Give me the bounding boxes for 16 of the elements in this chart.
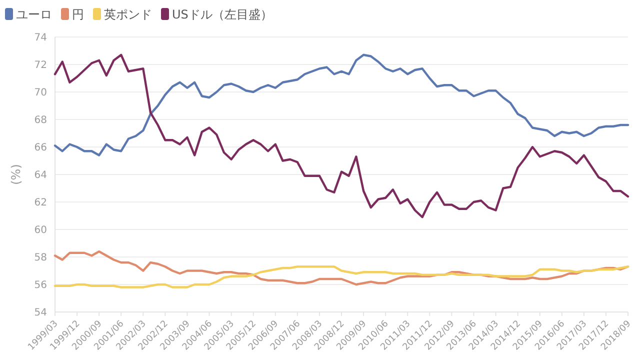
- legend-label: 英ポンド: [104, 8, 152, 22]
- y-tick-label: 70: [34, 88, 47, 98]
- y-tick-label: 64: [34, 170, 47, 181]
- y-tick-label: 68: [34, 115, 47, 126]
- legend-label: ユーロ: [16, 8, 52, 22]
- legend-label: USドル（左目盛）: [172, 8, 272, 22]
- y-tick-label: 54: [34, 308, 47, 318]
- y-tick-label: 72: [34, 60, 47, 71]
- y-tick-label: 60: [34, 225, 47, 236]
- legend-label: 円: [72, 8, 84, 22]
- y-tick-label: 74: [34, 32, 47, 44]
- y-tick-label: 56: [34, 280, 47, 291]
- y-axis-title: (%): [9, 164, 23, 185]
- y-tick-label: 66: [34, 142, 47, 154]
- y-tick-label: 62: [34, 198, 47, 208]
- y-tick-label: 58: [34, 252, 47, 264]
